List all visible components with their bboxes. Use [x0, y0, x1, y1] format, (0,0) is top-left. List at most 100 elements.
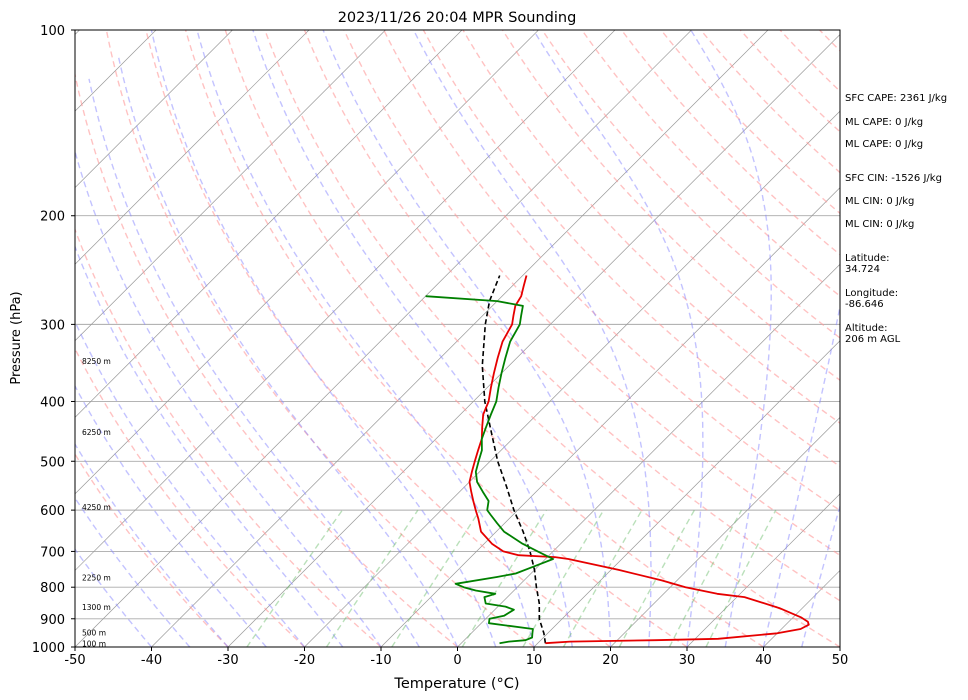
y-tick-label: 800: [40, 581, 65, 596]
mixing-ratio-line: [391, 509, 481, 647]
info-ml-cape: ML CAPE: 0 J/kg: [845, 117, 924, 128]
x-tick-label: -30: [217, 653, 238, 668]
info-latitude-label: Latitude:: [845, 253, 890, 264]
dry-adiabat: [145, 30, 611, 647]
info-longitude-label: Longitude:: [845, 288, 899, 299]
height-labels: 100 m 500 m 1300 m 2250 m 4250 m 6250 m 8250 m: [82, 357, 111, 648]
moist-adiabat: [412, 30, 652, 647]
mixing-ratio-line: [246, 509, 343, 647]
isotherm: [686, 493, 840, 647]
y-tick-label: 600: [40, 504, 65, 519]
moist-adiabat: [117, 55, 459, 647]
moist-adiabat: [690, 30, 772, 647]
dry-adiabat: [343, 30, 840, 557]
isotherm: [380, 187, 840, 647]
dry-adiabat: [75, 227, 382, 647]
info-longitude-value: -86.646: [845, 299, 884, 310]
height-label: 4250 m: [82, 503, 111, 512]
x-tick-label: 0: [453, 653, 461, 668]
mixing-ratio-line: [618, 509, 696, 647]
x-tick-label: 10: [526, 653, 543, 668]
isotherm: [75, 30, 386, 342]
dry-adiabat: [422, 30, 840, 468]
x-tick-label: -40: [141, 653, 162, 668]
moist-adiabat: [801, 503, 840, 647]
isotherm: [75, 30, 692, 647]
moist-adiabat: [75, 496, 191, 647]
dry-adiabat: [264, 30, 840, 647]
x-tick-label: 40: [755, 653, 772, 668]
moist-adiabat: [532, 30, 704, 647]
mixing-ratio-line: [705, 509, 777, 647]
moist-adiabat: [762, 302, 840, 647]
isotherm: [75, 30, 463, 418]
y-tick-label: 400: [40, 395, 65, 410]
mixing-ratio-line: [522, 509, 605, 647]
moist-adiabat: [196, 30, 535, 647]
x-tick-label: -50: [64, 653, 85, 668]
height-label: 1300 m: [82, 603, 111, 612]
dry-adiabat: [75, 347, 305, 647]
isotherm: [457, 263, 840, 647]
isotherm: [304, 110, 840, 647]
moist-adiabat: [252, 30, 573, 647]
y-axis-label: Pressure (hPa): [9, 291, 24, 384]
isotherm: [75, 30, 539, 495]
y-tick-label: 900: [40, 613, 65, 628]
y-tick-label: 300: [40, 318, 65, 333]
height-label: 8250 m: [82, 357, 111, 366]
dry-adiabat: [462, 30, 840, 424]
dry-adiabat: [303, 30, 840, 602]
mixing-ratio-line: [562, 509, 643, 647]
parcel-profile-line: [481, 275, 547, 644]
mixing-ratio-line: [461, 509, 547, 647]
info-sfc-cin: SFC CIN: -1526 J/kg: [845, 173, 942, 184]
dry-adiabat: [660, 30, 840, 215]
dry-adiabat: [541, 30, 840, 339]
dry-adiabat: [75, 71, 458, 647]
info-altitude-label: Altitude:: [845, 323, 888, 334]
info-sfc-cape: SFC CAPE: 2361 J/kg: [845, 93, 948, 104]
isotherm: [75, 30, 310, 265]
height-label: 500 m: [82, 628, 106, 637]
y-tick-label: 100: [40, 24, 65, 39]
moist-adiabat: [88, 78, 420, 647]
x-tick-label: 20: [602, 653, 619, 668]
isotherm: [75, 30, 616, 571]
y-tick-label: 700: [40, 545, 65, 560]
dry-adiabat: [105, 30, 535, 647]
y-tick-label: 200: [40, 210, 65, 225]
moist-adiabat: [322, 30, 612, 647]
isotherm: [151, 30, 769, 647]
isotherm: [533, 340, 840, 647]
x-tick-label: -10: [370, 653, 391, 668]
data-lines: [425, 275, 810, 645]
isotherm: [610, 416, 840, 647]
isotherm: [75, 30, 233, 189]
mixing-ratio-line: [668, 509, 743, 647]
moist-adiabat: [75, 149, 382, 647]
chart-title: 2023/11/26 20:04 MPR Sounding: [338, 10, 577, 26]
y-tick-label: 500: [40, 455, 65, 470]
dry-adiabat: [224, 30, 764, 647]
moist-adiabat: [75, 244, 344, 647]
x-axis-label: Temperature (°C): [393, 676, 519, 692]
x-tick-label: -20: [294, 653, 315, 668]
height-label: 6250 m: [82, 428, 111, 437]
axes: -50 -40 -30 -20 -10 0 10 20 30 40 50 1000 900 800 700 6…: [32, 24, 848, 668]
dry-adiabat: [502, 30, 840, 382]
moist-adiabat: [75, 384, 267, 647]
mixing-ratio-line: [325, 509, 419, 647]
dry-adiabat: [620, 30, 840, 256]
x-tick-label: 50: [832, 653, 849, 668]
info-ml-cin: ML CIN: 0 J/kg: [845, 219, 915, 230]
moist-adiabat: [75, 442, 229, 647]
isotherm: [227, 34, 840, 647]
x-tick-label: 30: [679, 653, 696, 668]
moist-adiabat: [150, 30, 497, 647]
height-label: 100 m: [82, 639, 106, 648]
info-altitude-value: 206 m AGL: [845, 334, 901, 345]
temperature-line: [468, 275, 810, 645]
y-tick-label: 1000: [32, 641, 65, 656]
